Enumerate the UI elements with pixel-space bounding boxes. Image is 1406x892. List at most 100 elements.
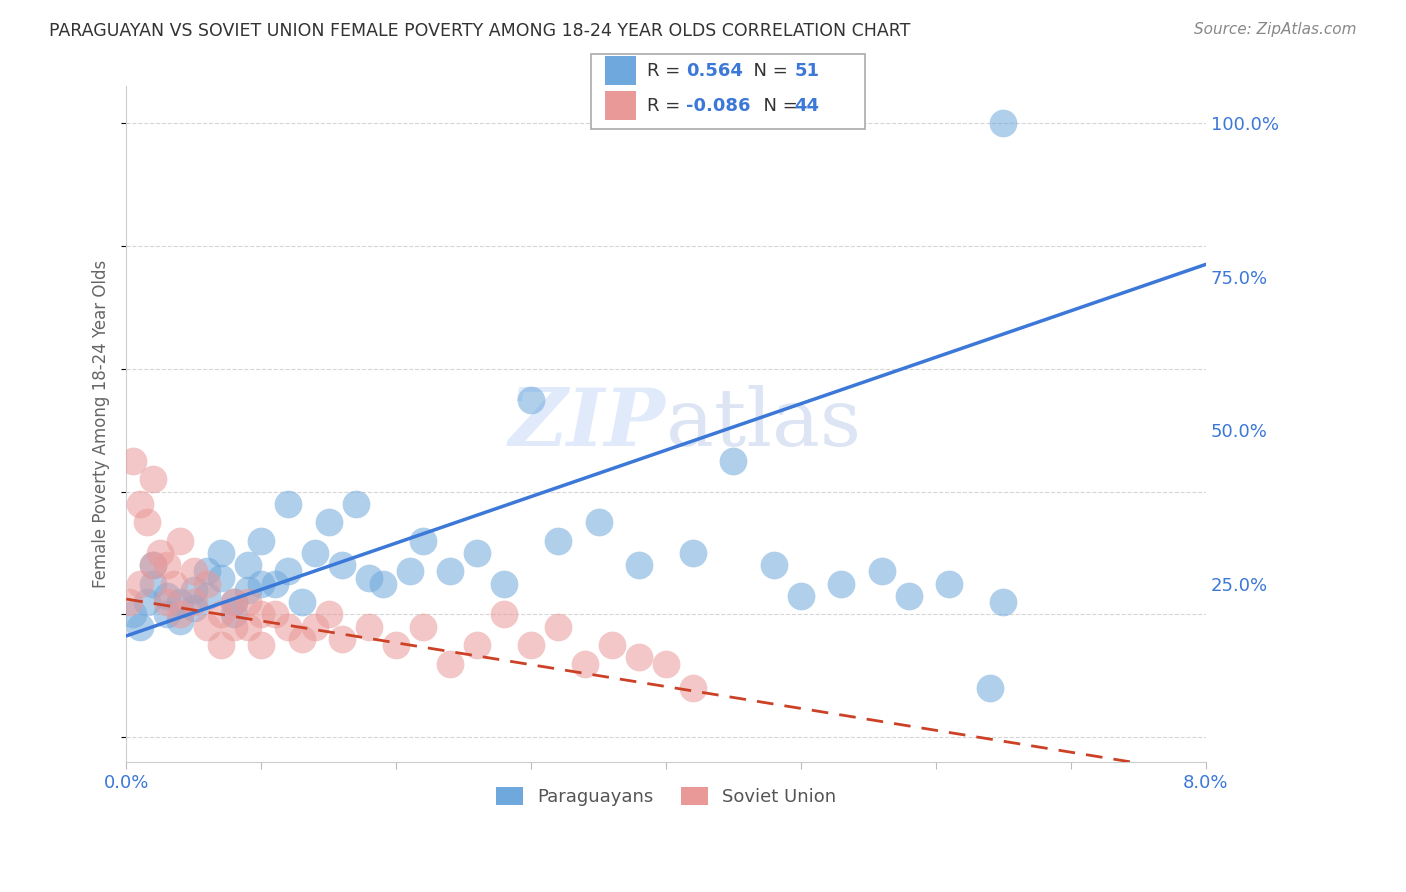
Point (135, 516, 157, 530)
Point (128, 576, 150, 591)
Text: ZIP: ZIP (509, 385, 666, 463)
Point (330, 632, 353, 646)
Point (385, 638, 408, 652)
Point (344, 497, 367, 511)
Point (263, 576, 285, 591)
Point (142, 558, 165, 573)
Text: 51: 51 (794, 62, 820, 79)
Point (250, 607, 273, 622)
Point (142, 576, 165, 591)
Point (195, 589, 218, 603)
Point (993, 116, 1015, 130)
Point (547, 533, 569, 548)
Point (291, 632, 314, 646)
Point (494, 576, 516, 591)
Point (627, 650, 650, 665)
Point (156, 558, 179, 573)
Point (412, 620, 434, 634)
Point (574, 657, 596, 671)
Point (465, 546, 488, 560)
Text: PARAGUAYAN VS SOVIET UNION FEMALE POVERTY AMONG 18-24 YEAR OLDS CORRELATION CHAR: PARAGUAYAN VS SOVIET UNION FEMALE POVERT… (49, 22, 911, 40)
Point (547, 620, 569, 634)
Point (183, 565, 205, 579)
Text: -0.086: -0.086 (686, 96, 751, 114)
Point (169, 607, 191, 622)
Point (682, 681, 704, 695)
Point (359, 570, 381, 584)
Text: N =: N = (742, 62, 794, 79)
Point (195, 576, 218, 591)
Point (122, 607, 145, 622)
Point (318, 516, 340, 530)
Text: Source: ZipAtlas.com: Source: ZipAtlas.com (1194, 22, 1357, 37)
Point (169, 595, 191, 609)
Point (412, 533, 434, 548)
Point (250, 638, 273, 652)
Legend: Paraguayans, Soviet Union: Paraguayans, Soviet Union (488, 780, 844, 814)
Point (224, 607, 246, 622)
Text: N =: N = (752, 96, 804, 114)
Point (142, 558, 165, 573)
Text: 44: 44 (794, 96, 820, 114)
Point (169, 533, 191, 548)
Point (209, 638, 232, 652)
Point (128, 620, 150, 634)
Y-axis label: Female Poverty Among 18-24 Year Olds: Female Poverty Among 18-24 Year Olds (93, 260, 110, 588)
Point (162, 576, 184, 591)
Point (149, 546, 172, 560)
Point (993, 595, 1015, 609)
Point (304, 546, 326, 560)
Point (723, 454, 745, 468)
Point (224, 620, 246, 634)
Point (209, 570, 232, 584)
Point (183, 601, 205, 615)
Point (236, 582, 259, 597)
Point (359, 620, 381, 634)
Point (304, 620, 326, 634)
Point (655, 657, 678, 671)
Point (627, 558, 650, 573)
Point (277, 620, 299, 634)
Point (195, 620, 218, 634)
Point (979, 681, 1001, 695)
Text: atlas: atlas (666, 385, 860, 463)
Point (263, 607, 285, 622)
Text: R =: R = (647, 62, 686, 79)
Point (122, 454, 145, 468)
Point (318, 607, 340, 622)
Point (183, 582, 205, 597)
Point (156, 607, 179, 622)
Point (135, 595, 157, 609)
Point (291, 595, 314, 609)
Point (762, 558, 785, 573)
Point (118, 595, 141, 609)
Point (938, 576, 960, 591)
Point (156, 589, 179, 603)
Point (236, 595, 259, 609)
Point (156, 595, 179, 609)
Point (183, 595, 205, 609)
Point (236, 620, 259, 634)
Point (250, 533, 273, 548)
Point (330, 558, 353, 573)
Point (520, 638, 543, 652)
Point (439, 657, 461, 671)
Point (600, 638, 623, 652)
Point (224, 595, 246, 609)
Point (870, 565, 893, 579)
Point (830, 576, 852, 591)
Point (209, 546, 232, 560)
Point (209, 607, 232, 622)
Point (682, 546, 704, 560)
Point (142, 472, 165, 486)
Point (277, 565, 299, 579)
Point (465, 638, 488, 652)
Point (790, 589, 813, 603)
Text: R =: R = (647, 96, 686, 114)
Point (195, 565, 218, 579)
Text: 0.564: 0.564 (686, 62, 742, 79)
Point (169, 614, 191, 628)
Point (439, 565, 461, 579)
Point (897, 589, 920, 603)
Point (520, 392, 543, 407)
